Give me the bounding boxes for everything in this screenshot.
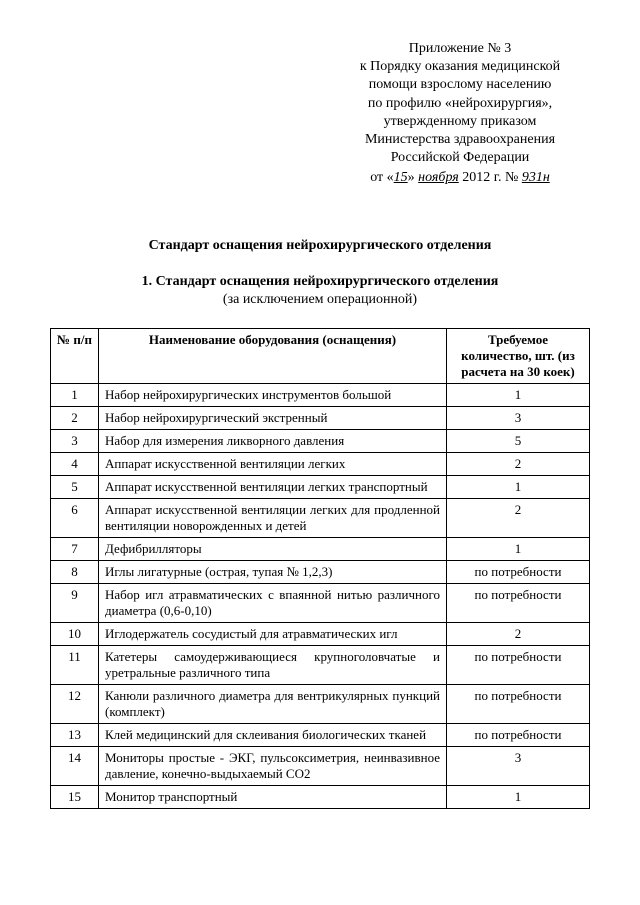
cell-num: 14 (51, 746, 99, 785)
cell-name: Клей медицинский для склеивания биологич… (99, 723, 447, 746)
cell-qty: 3 (447, 406, 590, 429)
cell-qty: 1 (447, 475, 590, 498)
col-header-name: Наименование оборудования (оснащения) (99, 328, 447, 383)
cell-num: 6 (51, 498, 99, 537)
table-row: 5Аппарат искусственной вентиляции легких… (51, 475, 590, 498)
cell-name: Иглы лигатурные (острая, тупая № 1,2,3) (99, 560, 447, 583)
date-prefix: от « (370, 170, 393, 185)
page-title: Стандарт оснащения нейрохирургического о… (50, 238, 590, 254)
cell-name: Аппарат искусственной вентиляции легких … (99, 498, 447, 537)
cell-qty: 2 (447, 498, 590, 537)
cell-qty: 5 (447, 429, 590, 452)
table-row: 6Аппарат искусственной вентиляции легких… (51, 498, 590, 537)
cell-num: 5 (51, 475, 99, 498)
cell-name: Набор для измерения ликворного давления (99, 429, 447, 452)
cell-qty: по потребности (447, 723, 590, 746)
cell-num: 15 (51, 785, 99, 808)
cell-qty: 2 (447, 622, 590, 645)
date-day: 15 (394, 170, 408, 185)
section-title: 1. Стандарт оснащения нейрохирургическог… (50, 274, 590, 290)
table-row: 1Набор нейрохирургических инструментов б… (51, 383, 590, 406)
header-line: утвержденному приказом (330, 113, 590, 131)
cell-qty: по потребности (447, 583, 590, 622)
table-row: 2Набор нейрохирургический экстренный3 (51, 406, 590, 429)
cell-num: 2 (51, 406, 99, 429)
header-line: к Порядку оказания медицинской (330, 58, 590, 76)
cell-name: Мониторы простые - ЭКГ, пульсоксиметрия,… (99, 746, 447, 785)
cell-qty: 1 (447, 537, 590, 560)
cell-num: 3 (51, 429, 99, 452)
table-header-row: № п/п Наименование оборудования (оснащен… (51, 328, 590, 383)
cell-qty: 1 (447, 785, 590, 808)
table-row: 13Клей медицинский для склеивания биолог… (51, 723, 590, 746)
table-row: 7Дефибрилляторы1 (51, 537, 590, 560)
cell-name: Канюли различного диаметра для вентрикул… (99, 684, 447, 723)
col-header-qty: Требуемое количество, шт. (из расчета на… (447, 328, 590, 383)
header-line: Министерства здравоохранения (330, 131, 590, 149)
cell-num: 7 (51, 537, 99, 560)
table-row: 10Иглодержатель сосудистый для атравмати… (51, 622, 590, 645)
table-row: 12Канюли различного диаметра для вентрик… (51, 684, 590, 723)
table-row: 3Набор для измерения ликворного давления… (51, 429, 590, 452)
table-row: 4Аппарат искусственной вентиляции легких… (51, 452, 590, 475)
cell-qty: 2 (447, 452, 590, 475)
cell-qty: по потребности (447, 645, 590, 684)
cell-num: 13 (51, 723, 99, 746)
date-mid: » (408, 170, 419, 185)
cell-qty: по потребности (447, 684, 590, 723)
table-row: 14Мониторы простые - ЭКГ, пульсоксиметри… (51, 746, 590, 785)
col-header-num: № п/п (51, 328, 99, 383)
cell-name: Аппарат искусственной вентиляции легких (99, 452, 447, 475)
cell-num: 9 (51, 583, 99, 622)
document-header: Приложение № 3 к Порядку оказания медици… (330, 40, 590, 188)
header-line: Российской Федерации (330, 149, 590, 167)
table-row: 15Монитор транспортный1 (51, 785, 590, 808)
header-line: Приложение № 3 (330, 40, 590, 58)
cell-name: Катетеры самоудерживающиеся крупноголовч… (99, 645, 447, 684)
date-month: ноября (418, 170, 459, 185)
cell-name: Набор игл атравматических с впаянной нит… (99, 583, 447, 622)
cell-num: 8 (51, 560, 99, 583)
cell-num: 1 (51, 383, 99, 406)
header-line: по профилю «нейрохирургия», (330, 95, 590, 113)
cell-num: 10 (51, 622, 99, 645)
header-line: помощи взрослому населению (330, 76, 590, 94)
table-row: 9Набор игл атравматических с впаянной ни… (51, 583, 590, 622)
cell-name: Дефибрилляторы (99, 537, 447, 560)
cell-qty: 3 (447, 746, 590, 785)
cell-name: Монитор транспортный (99, 785, 447, 808)
table-row: 11Катетеры самоудерживающиеся крупноголо… (51, 645, 590, 684)
cell-num: 4 (51, 452, 99, 475)
header-date-line: от «15» ноября 2012 г. № 931н (330, 169, 590, 187)
date-suffix: 2012 г. № (459, 170, 522, 185)
cell-name: Набор нейрохирургический экстренный (99, 406, 447, 429)
cell-name: Иглодержатель сосудистый для атравматиче… (99, 622, 447, 645)
cell-qty: 1 (447, 383, 590, 406)
cell-num: 12 (51, 684, 99, 723)
cell-name: Аппарат искусственной вентиляции легких … (99, 475, 447, 498)
equipment-table: № п/п Наименование оборудования (оснащен… (50, 328, 590, 809)
section-note: (за исключением операционной) (50, 292, 590, 308)
date-number: 931н (522, 170, 550, 185)
table-body: 1Набор нейрохирургических инструментов б… (51, 383, 590, 808)
cell-num: 11 (51, 645, 99, 684)
cell-qty: по потребности (447, 560, 590, 583)
table-row: 8Иглы лигатурные (острая, тупая № 1,2,3)… (51, 560, 590, 583)
cell-name: Набор нейрохирургических инструментов бо… (99, 383, 447, 406)
